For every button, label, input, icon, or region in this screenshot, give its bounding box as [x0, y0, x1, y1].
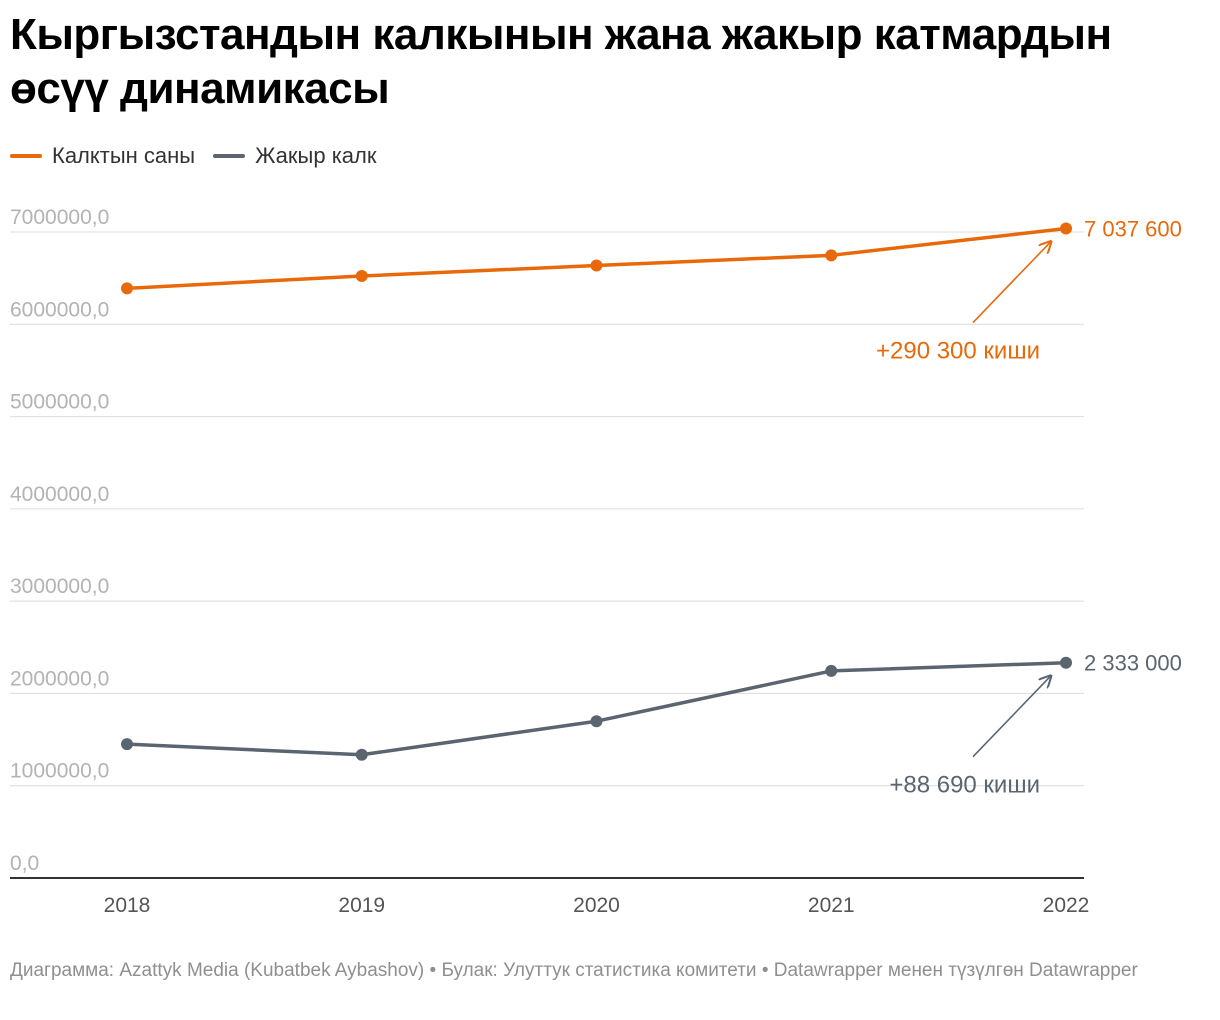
chart-title: Кыргызстандын калкынын жана жакыр катмар…: [10, 10, 1112, 113]
annotation-label: +88 690 киши: [889, 772, 1040, 799]
data-point: [1060, 222, 1072, 235]
x-tick-label: 2022: [1043, 894, 1090, 917]
data-point: [825, 664, 838, 677]
data-point: [121, 282, 133, 295]
y-tick-label: 3000000,0: [10, 575, 109, 598]
end-value-label: 7 037 600: [1084, 217, 1182, 242]
legend-swatch-poor: [213, 154, 246, 158]
legend-swatch-population: [10, 154, 42, 158]
y-tick-label: 6000000,0: [10, 298, 109, 321]
data-point: [1060, 656, 1072, 669]
x-tick-label: 2020: [573, 894, 620, 917]
y-tick-label: 7000000,0: [10, 206, 109, 229]
annotation-arrow: [972, 243, 1050, 324]
data-point: [590, 259, 603, 272]
y-tick-label: 5000000,0: [10, 391, 109, 414]
legend: Калктын саны Жакыр калк: [10, 142, 377, 170]
x-tick-label: 2018: [104, 894, 151, 917]
legend-item-poor: Жакыр калк: [213, 143, 377, 169]
footer-credits: Диаграмма: Azattyk Media (Kubatbek Aybas…: [10, 960, 1138, 981]
data-point: [825, 249, 838, 262]
legend-label-population: Калктын саны: [52, 143, 196, 168]
y-tick-label: 1000000,0: [10, 760, 109, 783]
annotation-label: +290 300 киши: [876, 338, 1040, 365]
legend-label-poor: Жакыр калк: [255, 143, 377, 168]
annotation-arrow: [972, 677, 1050, 758]
data-point: [590, 715, 603, 728]
series-line-0: [125, 226, 1068, 291]
y-tick-label: 2000000,0: [10, 667, 109, 690]
x-tick-label: 2019: [338, 894, 385, 917]
data-point: [121, 738, 133, 751]
data-point: [355, 269, 368, 282]
series-line-1: [125, 660, 1068, 757]
y-tick-label: 4000000,0: [10, 483, 109, 506]
legend-item-population: Калктын саны: [10, 143, 195, 169]
y-tick-label: 0,0: [10, 852, 39, 875]
end-value-label: 2 333 000: [1084, 651, 1182, 676]
data-point: [355, 748, 368, 761]
x-tick-label: 2021: [808, 894, 855, 917]
